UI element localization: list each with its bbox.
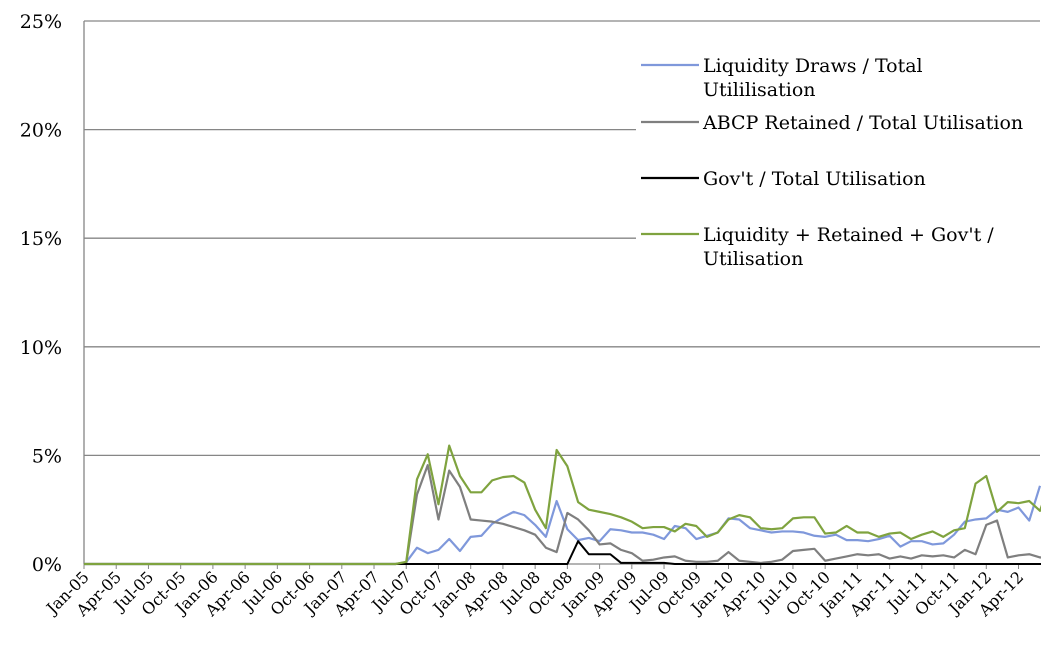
y-tick-label: 25% [20, 11, 62, 33]
series-lines [84, 444, 1041, 566]
y-tick-labels: 0% 5% 10% 15% 20% 25% [20, 11, 62, 576]
y-tick-label: 5% [32, 445, 62, 467]
legend: Liquidity Draws / Total Utililisation ABCP… [636, 40, 1040, 275]
series-line [84, 444, 1041, 566]
legend-label: Gov't / Total Utilisation [703, 168, 926, 190]
legend-label: Liquidity + Retained + Gov't / Utilisatio… [703, 224, 994, 270]
x-tick-labels: Jan-05Apr-05Jul-05Oct-05Jan-06Apr-06Jul-… [41, 567, 1027, 620]
legend-label: ABCP Retained / Total Utilisation [702, 112, 1023, 134]
legend-background [636, 40, 1040, 275]
y-tick-label: 0% [32, 554, 62, 576]
legend-label: Liquidity Draws / Total Utililisation [703, 55, 923, 101]
y-tick-label: 10% [20, 337, 62, 359]
series-line [84, 485, 1041, 566]
y-tick-label: 15% [20, 228, 62, 250]
y-tick-label: 20% [20, 120, 62, 142]
